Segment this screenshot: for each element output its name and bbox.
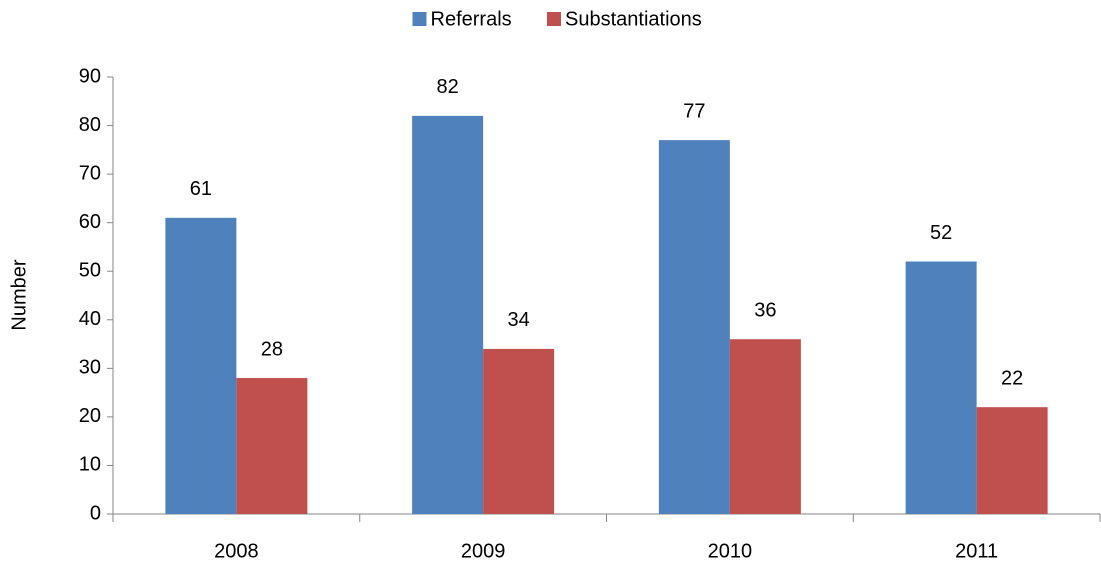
bar bbox=[412, 115, 484, 514]
data-label: 22 bbox=[1001, 367, 1023, 389]
bar bbox=[976, 407, 1048, 514]
y-tick-label: 60 bbox=[79, 211, 101, 233]
legend-swatch bbox=[412, 12, 427, 26]
y-tick-label: 0 bbox=[90, 502, 101, 524]
legend-label: Referrals bbox=[431, 8, 512, 30]
data-label: 52 bbox=[930, 222, 952, 244]
y-tick-label: 20 bbox=[79, 405, 101, 427]
data-label: 34 bbox=[508, 309, 530, 331]
x-tick-label: 2010 bbox=[708, 540, 753, 562]
y-tick-label: 80 bbox=[79, 114, 101, 136]
bar bbox=[483, 348, 555, 514]
y-tick-label: 40 bbox=[79, 308, 101, 330]
legend-label: Substantiations bbox=[565, 8, 702, 30]
data-label: 77 bbox=[683, 100, 705, 122]
y-tick-label: 50 bbox=[79, 260, 101, 282]
bar bbox=[236, 378, 308, 514]
data-label: 36 bbox=[754, 299, 776, 321]
x-tick-label: 2008 bbox=[214, 540, 259, 562]
bar bbox=[905, 261, 977, 514]
y-tick-label: 30 bbox=[79, 357, 101, 379]
bar bbox=[729, 339, 801, 514]
legend-swatch bbox=[547, 12, 561, 26]
y-tick-label: 90 bbox=[79, 65, 101, 87]
bar bbox=[165, 217, 237, 515]
bar bbox=[658, 140, 730, 514]
x-tick-label: 2009 bbox=[461, 540, 506, 562]
data-label: 82 bbox=[437, 76, 459, 98]
data-label: 61 bbox=[190, 178, 212, 200]
x-tick-label: 2011 bbox=[955, 540, 998, 562]
y-tick-label: 10 bbox=[79, 454, 101, 476]
data-label: 28 bbox=[261, 338, 283, 360]
y-axis-label: Number bbox=[8, 259, 30, 330]
y-tick-label: 70 bbox=[79, 162, 101, 184]
